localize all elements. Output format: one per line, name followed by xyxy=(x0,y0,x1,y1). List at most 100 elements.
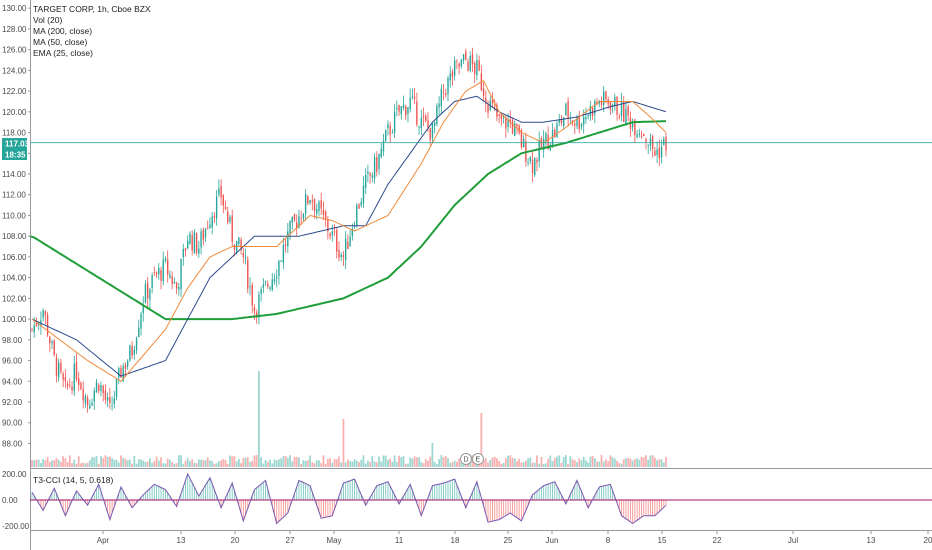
candle-body xyxy=(538,140,540,162)
symbol-title[interactable]: TARGET CORP, 1h, Cboe BZX xyxy=(33,4,151,14)
earnings-marker-icon[interactable] xyxy=(472,453,484,465)
volume-bar xyxy=(369,461,372,467)
candle-body xyxy=(385,130,387,142)
candle-body xyxy=(589,105,592,116)
volume-bar xyxy=(284,455,287,467)
event-markers[interactable]: D E xyxy=(460,453,484,465)
candle-body xyxy=(175,282,178,289)
candle-body xyxy=(193,232,196,253)
candle-body xyxy=(115,378,118,397)
price-tick-label: 118.00 xyxy=(2,129,26,138)
volume-bar xyxy=(108,456,111,467)
volume-bar xyxy=(122,458,125,467)
volume-bar xyxy=(344,462,347,467)
candle-body xyxy=(445,93,447,96)
time-axis[interactable]: Apr 13 20 27 May 11 18 25 Jun 8 15 22 Jul 13 20 xyxy=(97,530,932,545)
last-price-badge: 117.03 xyxy=(2,138,30,149)
volume-bar xyxy=(656,460,659,467)
candle-body xyxy=(529,157,532,161)
dividend-marker-icon[interactable] xyxy=(460,453,472,465)
volume-bar xyxy=(498,460,501,467)
candle-body xyxy=(580,123,583,127)
candle-body xyxy=(507,119,509,128)
candlestick-series[interactable] xyxy=(31,47,667,413)
volume-bar xyxy=(611,456,614,467)
candle-body xyxy=(594,101,596,115)
candle-body xyxy=(249,286,251,288)
volume-bar xyxy=(447,458,449,467)
legend-t3-cci[interactable]: T3-CCI (14, 5, 0.618) xyxy=(33,475,113,485)
volume-bar xyxy=(135,463,138,467)
price-tick-label: 94.00 xyxy=(2,377,23,386)
legend-ema25[interactable]: EMA (25, close) xyxy=(33,48,93,58)
candle-body xyxy=(302,213,305,219)
volume-bar xyxy=(375,462,378,467)
candle-body xyxy=(336,230,338,252)
volume-bar xyxy=(251,460,254,467)
volume-bar xyxy=(200,459,202,467)
time-tick-label: 22 xyxy=(713,536,722,545)
candle-body xyxy=(169,274,171,278)
volume-bar xyxy=(191,459,194,467)
volume-bar xyxy=(496,458,498,467)
legend-volume[interactable]: Vol (20) xyxy=(33,15,62,25)
candle-body xyxy=(329,233,331,237)
candle-body xyxy=(198,248,200,254)
candle-body xyxy=(407,107,409,115)
candle-body xyxy=(331,231,334,236)
volume-bar xyxy=(211,461,214,467)
time-tick-label: Jun xyxy=(546,536,559,545)
volume-bar xyxy=(587,462,590,467)
volume-bar xyxy=(364,463,367,467)
candle-body xyxy=(69,385,71,386)
price-tick-label: 100.00 xyxy=(2,315,27,324)
volume-bar xyxy=(169,459,171,467)
candle-body xyxy=(229,216,231,222)
volume-bar xyxy=(189,461,191,467)
volume-bar xyxy=(605,459,607,467)
volume-bar xyxy=(453,460,456,467)
candle-body xyxy=(180,258,182,290)
volume-bar xyxy=(582,456,585,467)
candle-body xyxy=(409,97,411,109)
candle-body xyxy=(84,395,87,404)
cci-indicator xyxy=(30,472,932,525)
volume-bar xyxy=(246,457,249,467)
candle-body xyxy=(293,214,296,221)
candle-body xyxy=(498,114,500,116)
candle-body xyxy=(66,383,69,387)
candle-body xyxy=(585,116,587,120)
candle-body xyxy=(556,123,558,138)
volume-bar xyxy=(111,458,113,467)
candle-body xyxy=(640,136,643,138)
volume-bar xyxy=(120,455,122,467)
candle-body xyxy=(476,60,478,76)
volume-bar xyxy=(600,455,603,467)
volume-bar xyxy=(429,456,432,467)
candle-body xyxy=(634,119,636,136)
legend-ma50[interactable]: MA (50, close) xyxy=(33,37,87,47)
candle-body xyxy=(456,60,458,62)
volume-bar xyxy=(88,460,91,467)
volume-bar xyxy=(500,463,503,467)
chart-legend: TARGET CORP, 1h, Cboe BZX Vol (20) MA (2… xyxy=(33,4,151,485)
volume-bar xyxy=(529,457,532,467)
candle-body xyxy=(227,211,229,223)
volume-bar xyxy=(527,458,529,467)
candle-body xyxy=(278,261,280,277)
volume-bar xyxy=(589,456,592,467)
candle-body xyxy=(373,157,376,179)
volume-bar xyxy=(547,458,549,467)
volume-bar xyxy=(124,458,127,467)
volume-bar xyxy=(591,455,594,467)
candle-body xyxy=(244,257,247,259)
candle-body xyxy=(98,384,100,391)
volume-bar xyxy=(613,458,616,467)
volume-bar xyxy=(407,463,409,467)
candle-body xyxy=(425,115,427,121)
candle-body xyxy=(658,148,661,158)
volume-bar xyxy=(662,462,665,467)
volume-bar xyxy=(418,457,420,467)
legend-ma200[interactable]: MA (200, close) xyxy=(33,26,92,36)
